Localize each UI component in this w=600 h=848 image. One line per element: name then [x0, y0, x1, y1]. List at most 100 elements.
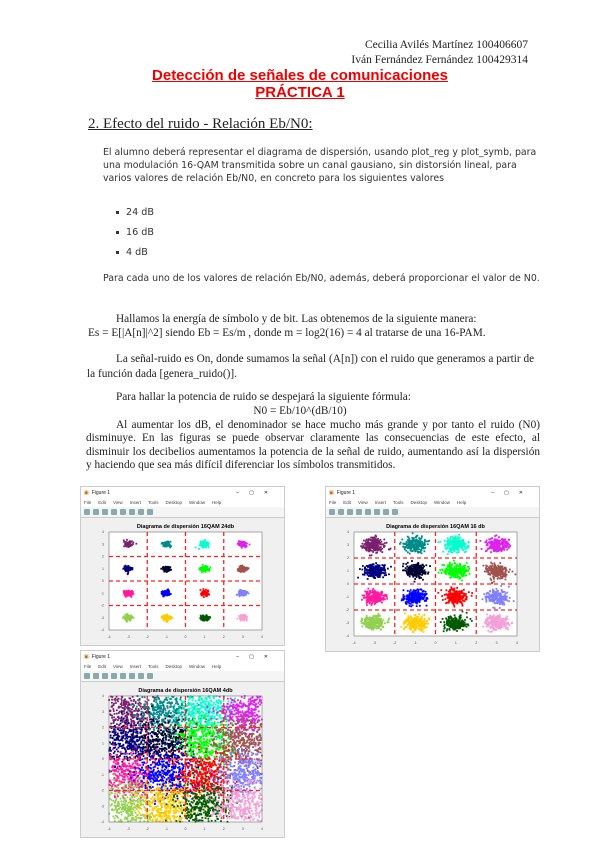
- scatter-point: [496, 618, 499, 620]
- scatter-point: [455, 619, 457, 622]
- scatter-point: [441, 595, 444, 597]
- menu-item[interactable]: Window: [189, 500, 206, 505]
- toolbar-icon[interactable]: [374, 509, 380, 515]
- scatter-point: [464, 571, 466, 574]
- scatter-point: [454, 601, 457, 604]
- scatter-point: [458, 577, 461, 580]
- scatter-point: [129, 615, 132, 618]
- scatter-point: [374, 568, 377, 571]
- scatter-point: [497, 618, 500, 621]
- toolbar-icon[interactable]: [356, 509, 362, 515]
- scatter-point: [441, 568, 444, 571]
- scatter-point: [372, 594, 375, 596]
- window-title-bar[interactable]: ▣ Figure 1 –▢✕: [81, 487, 284, 498]
- toolbar-icon[interactable]: [93, 509, 99, 515]
- scatter-point: [453, 593, 456, 596]
- scatter-point: [203, 541, 205, 544]
- scatter-point: [374, 547, 377, 550]
- toolbar-icon[interactable]: [338, 509, 344, 515]
- scatter-point: [369, 591, 372, 593]
- scatter-point: [493, 593, 496, 595]
- scatter-point: [415, 574, 417, 577]
- scatter-point: [241, 567, 244, 570]
- menu-item[interactable]: File: [329, 500, 337, 505]
- scatter-point: [466, 623, 469, 626]
- menu-item[interactable]: Tools: [147, 500, 159, 505]
- scatter-point: [371, 624, 374, 626]
- scatter-point: [417, 567, 420, 570]
- scatter-point: [239, 592, 242, 595]
- menu-item[interactable]: Help: [212, 500, 222, 505]
- formula: N0 = Eb/10^(dB/10): [253, 405, 347, 417]
- window-controls[interactable]: –▢✕: [236, 489, 278, 496]
- toolbar-icon[interactable]: [383, 509, 389, 515]
- scatter-point: [506, 591, 509, 594]
- menu-item[interactable]: View: [358, 500, 368, 505]
- scatter-point: [499, 598, 502, 600]
- scatter-point: [412, 620, 414, 623]
- scatter-point: [493, 574, 496, 576]
- scatter-point: [447, 571, 450, 574]
- menu-item[interactable]: Edit: [98, 500, 107, 505]
- scatter-point: [492, 617, 495, 620]
- scatter-point: [489, 546, 492, 549]
- window-title-bar[interactable]: ▣ Figure 1 –▢✕: [326, 487, 539, 498]
- toolbar-icon[interactable]: [365, 509, 371, 515]
- menu-item[interactable]: View: [113, 500, 123, 505]
- scatter-plot: Diagrama de dispersión 16QAM 16 db-4-4-3…: [346, 524, 518, 645]
- scatter-point: [421, 542, 424, 545]
- scatter-point: [503, 624, 506, 626]
- scatter-point: [208, 593, 211, 596]
- scatter-point: [422, 545, 424, 548]
- toolbar-icon[interactable]: [129, 509, 135, 515]
- scatter-point: [377, 620, 380, 623]
- menu-item[interactable]: Tools: [392, 500, 404, 505]
- scatter-point: [168, 544, 170, 547]
- scatter-point: [491, 568, 493, 570]
- scatter-point: [387, 567, 389, 570]
- scatter-point: [458, 568, 461, 571]
- scatter-point: [455, 573, 457, 576]
- scatter-point: [166, 621, 168, 623]
- menu-item[interactable]: Window: [434, 500, 451, 505]
- menu-item[interactable]: Help: [457, 500, 467, 505]
- menu-item[interactable]: Insert: [129, 500, 141, 505]
- toolbar-icon[interactable]: [347, 509, 353, 515]
- window-controls[interactable]: –▢✕: [491, 489, 533, 496]
- toolbar-icon[interactable]: [84, 509, 90, 515]
- scatter-point: [421, 628, 424, 630]
- scatter-point: [361, 619, 364, 621]
- toolbar-icon[interactable]: [147, 509, 153, 515]
- scatter-point: [384, 594, 387, 597]
- scatter-point: [485, 592, 488, 595]
- scatter-point: [365, 538, 368, 541]
- toolbar-icon[interactable]: [120, 509, 126, 515]
- menu-item[interactable]: Edit: [343, 500, 352, 505]
- toolbar-icon[interactable]: [329, 509, 335, 515]
- toolbar-icon[interactable]: [102, 509, 108, 515]
- menu-item[interactable]: Insert: [374, 500, 386, 505]
- scatter-point: [440, 589, 443, 592]
- scatter-point: [425, 622, 428, 625]
- scatter-point: [451, 546, 454, 548]
- scatter-point: [408, 597, 411, 600]
- scatter-point: [376, 571, 379, 574]
- menu-item[interactable]: File: [84, 500, 92, 505]
- title-line-1: Detección de señales de comunicaciones: [152, 67, 448, 84]
- toolbar-icon[interactable]: [138, 509, 144, 515]
- menu-item[interactable]: Desktop: [410, 500, 428, 505]
- toolbar-icon[interactable]: [111, 509, 117, 515]
- scatter-point: [239, 619, 242, 622]
- scatter-point: [492, 550, 495, 552]
- scatter-point: [368, 550, 371, 553]
- scatter-point: [471, 592, 474, 594]
- scatter-point: [380, 593, 383, 596]
- scatter-point: [486, 569, 489, 572]
- menu-item[interactable]: Desktop: [165, 500, 183, 505]
- scatter-point: [416, 596, 419, 598]
- scatter-point: [379, 628, 382, 631]
- toolbar-icon[interactable]: [392, 509, 398, 515]
- scatter-point: [450, 548, 453, 551]
- scatter-point: [402, 545, 405, 548]
- scatter-point: [490, 630, 493, 633]
